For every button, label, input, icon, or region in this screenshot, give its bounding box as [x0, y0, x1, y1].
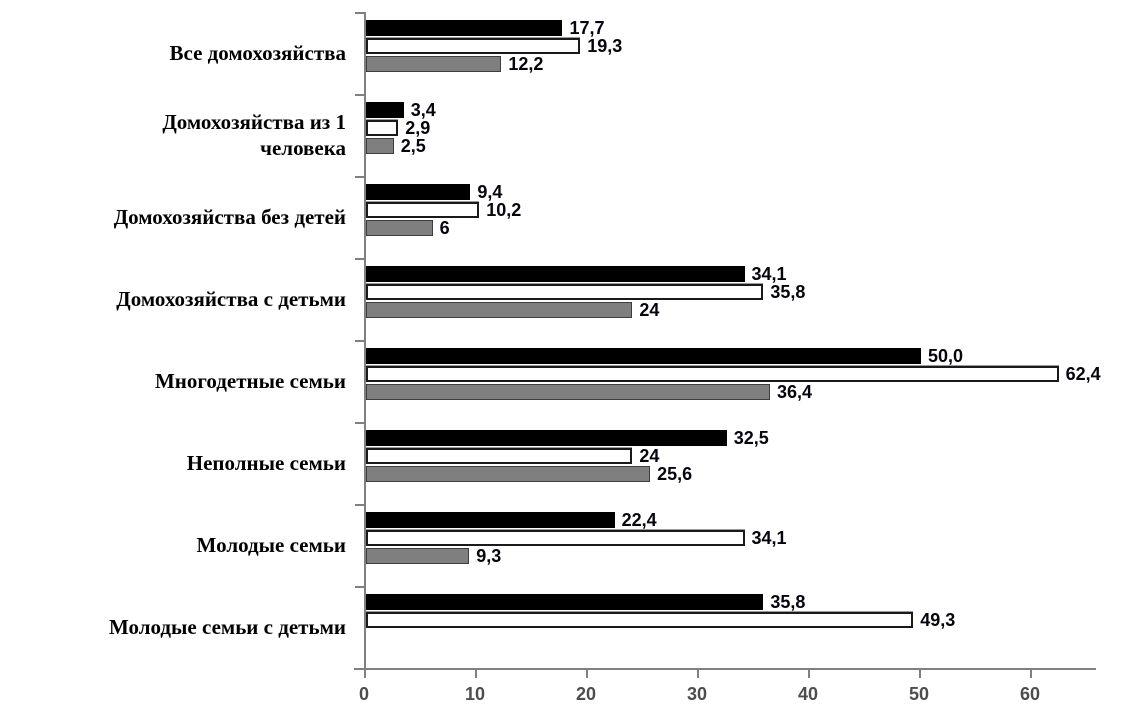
category-band: Домохозяйства без детей 9,4 10,2 6	[0, 176, 1139, 258]
category-label: Все домохозяйства	[169, 40, 346, 65]
category-band: Домохозяйства с детьми 34,1 35,8 24	[0, 258, 1139, 340]
y-axis-tick	[355, 586, 364, 588]
bar-series-black	[366, 184, 471, 200]
value-label: 6	[439, 218, 450, 238]
bar-series-black	[366, 594, 764, 610]
category-band: Все домохозяйства 17,7 19,3 12,2	[0, 12, 1139, 94]
x-axis-line	[354, 668, 1096, 670]
bar-series-gray	[366, 384, 771, 400]
value-label: 32,5	[733, 428, 769, 448]
category-band: Домохозяйства из 1 человека 3,4 2,9 2,5	[0, 94, 1139, 176]
value-label: 25,6	[657, 464, 693, 484]
category-label: Домохозяйства из 1 человека	[162, 109, 346, 160]
value-label: 22,4	[621, 510, 657, 530]
bar-series-white	[366, 284, 764, 300]
bar-series-white	[366, 530, 745, 546]
x-axis-tick-label: 0	[358, 684, 369, 704]
x-axis-tick-label: 20	[575, 684, 597, 704]
x-axis-tick	[919, 670, 921, 678]
y-axis-tick	[355, 422, 364, 424]
value-label: 2,5	[400, 136, 426, 156]
value-label: 36,4	[777, 382, 813, 402]
bar-series-white	[366, 38, 581, 54]
category-label: Домохозяйства с детьми	[116, 286, 346, 311]
value-label: 9,3	[476, 546, 502, 566]
x-axis-tick	[808, 670, 810, 678]
bar-series-white	[366, 120, 399, 136]
category-label: Неполные семьи	[186, 450, 346, 475]
y-axis-tick	[355, 668, 364, 670]
x-axis-tick	[586, 670, 588, 678]
value-label: 35,8	[770, 282, 806, 302]
value-label: 9,4	[477, 182, 503, 202]
bar-series-white	[366, 366, 1059, 382]
x-axis-tick-label: 40	[797, 684, 819, 704]
category-label: Домохозяйства без детей	[113, 204, 346, 229]
x-axis-tick-label: 50	[908, 684, 930, 704]
bar-series-white	[366, 202, 480, 218]
value-label: 62,4	[1065, 364, 1101, 384]
bar-series-gray	[366, 466, 651, 482]
category-label: Молодые семьи	[196, 532, 346, 557]
category-label: Многодетные семьи	[154, 368, 346, 393]
value-label: 35,8	[770, 592, 806, 612]
y-axis-tick	[355, 258, 364, 260]
x-axis-tick	[1030, 670, 1032, 678]
y-axis-tick	[355, 176, 364, 178]
value-label: 12,2	[508, 54, 544, 74]
y-axis-tick	[355, 340, 364, 342]
value-label: 3,4	[410, 100, 436, 120]
value-label: 19,3	[587, 36, 623, 56]
bar-series-black	[366, 266, 745, 282]
bar-series-black	[366, 102, 404, 118]
value-label: 2,9	[405, 118, 431, 138]
value-label: 24	[639, 446, 660, 466]
bar-series-black	[366, 20, 563, 36]
bar-series-black	[366, 430, 727, 446]
y-axis-tick	[355, 94, 364, 96]
value-label: 24	[639, 300, 660, 320]
value-label: 34,1	[751, 528, 787, 548]
value-label: 49,3	[920, 610, 956, 630]
value-label: 17,7	[569, 18, 605, 38]
bar-series-gray	[366, 220, 433, 236]
bar-series-black	[366, 512, 615, 528]
x-axis-tick	[475, 670, 477, 678]
y-axis-tick	[355, 504, 364, 506]
x-axis-tick-label: 10	[464, 684, 486, 704]
x-axis-tick-label: 30	[686, 684, 708, 704]
y-axis-line	[364, 12, 366, 668]
category-band: Молодые семьи 22,4 34,1 9,3	[0, 504, 1139, 586]
x-axis-tick-label: 60	[1019, 684, 1041, 704]
y-axis-tick	[355, 12, 364, 14]
x-axis-tick	[697, 670, 699, 678]
bar-series-white	[366, 448, 633, 464]
category-label: Молодые семьи с детьми	[108, 614, 346, 639]
bar-series-gray	[366, 56, 502, 72]
bar-series-gray	[366, 138, 394, 154]
value-label: 34,1	[751, 264, 787, 284]
x-axis-tick	[364, 670, 366, 678]
bar-series-white	[366, 612, 914, 628]
bar-series-black	[366, 348, 921, 364]
bar-series-gray	[366, 548, 470, 564]
bar-series-gray	[366, 302, 633, 318]
category-band: Неполные семьи 32,5 24 25,6	[0, 422, 1139, 504]
category-band: Молодые семьи с детьми 35,8 49,3	[0, 586, 1139, 668]
category-band: Многодетные семьи 50,0 62,4 36,4	[0, 340, 1139, 422]
value-label: 10,2	[486, 200, 522, 220]
value-label: 50,0	[928, 346, 964, 366]
